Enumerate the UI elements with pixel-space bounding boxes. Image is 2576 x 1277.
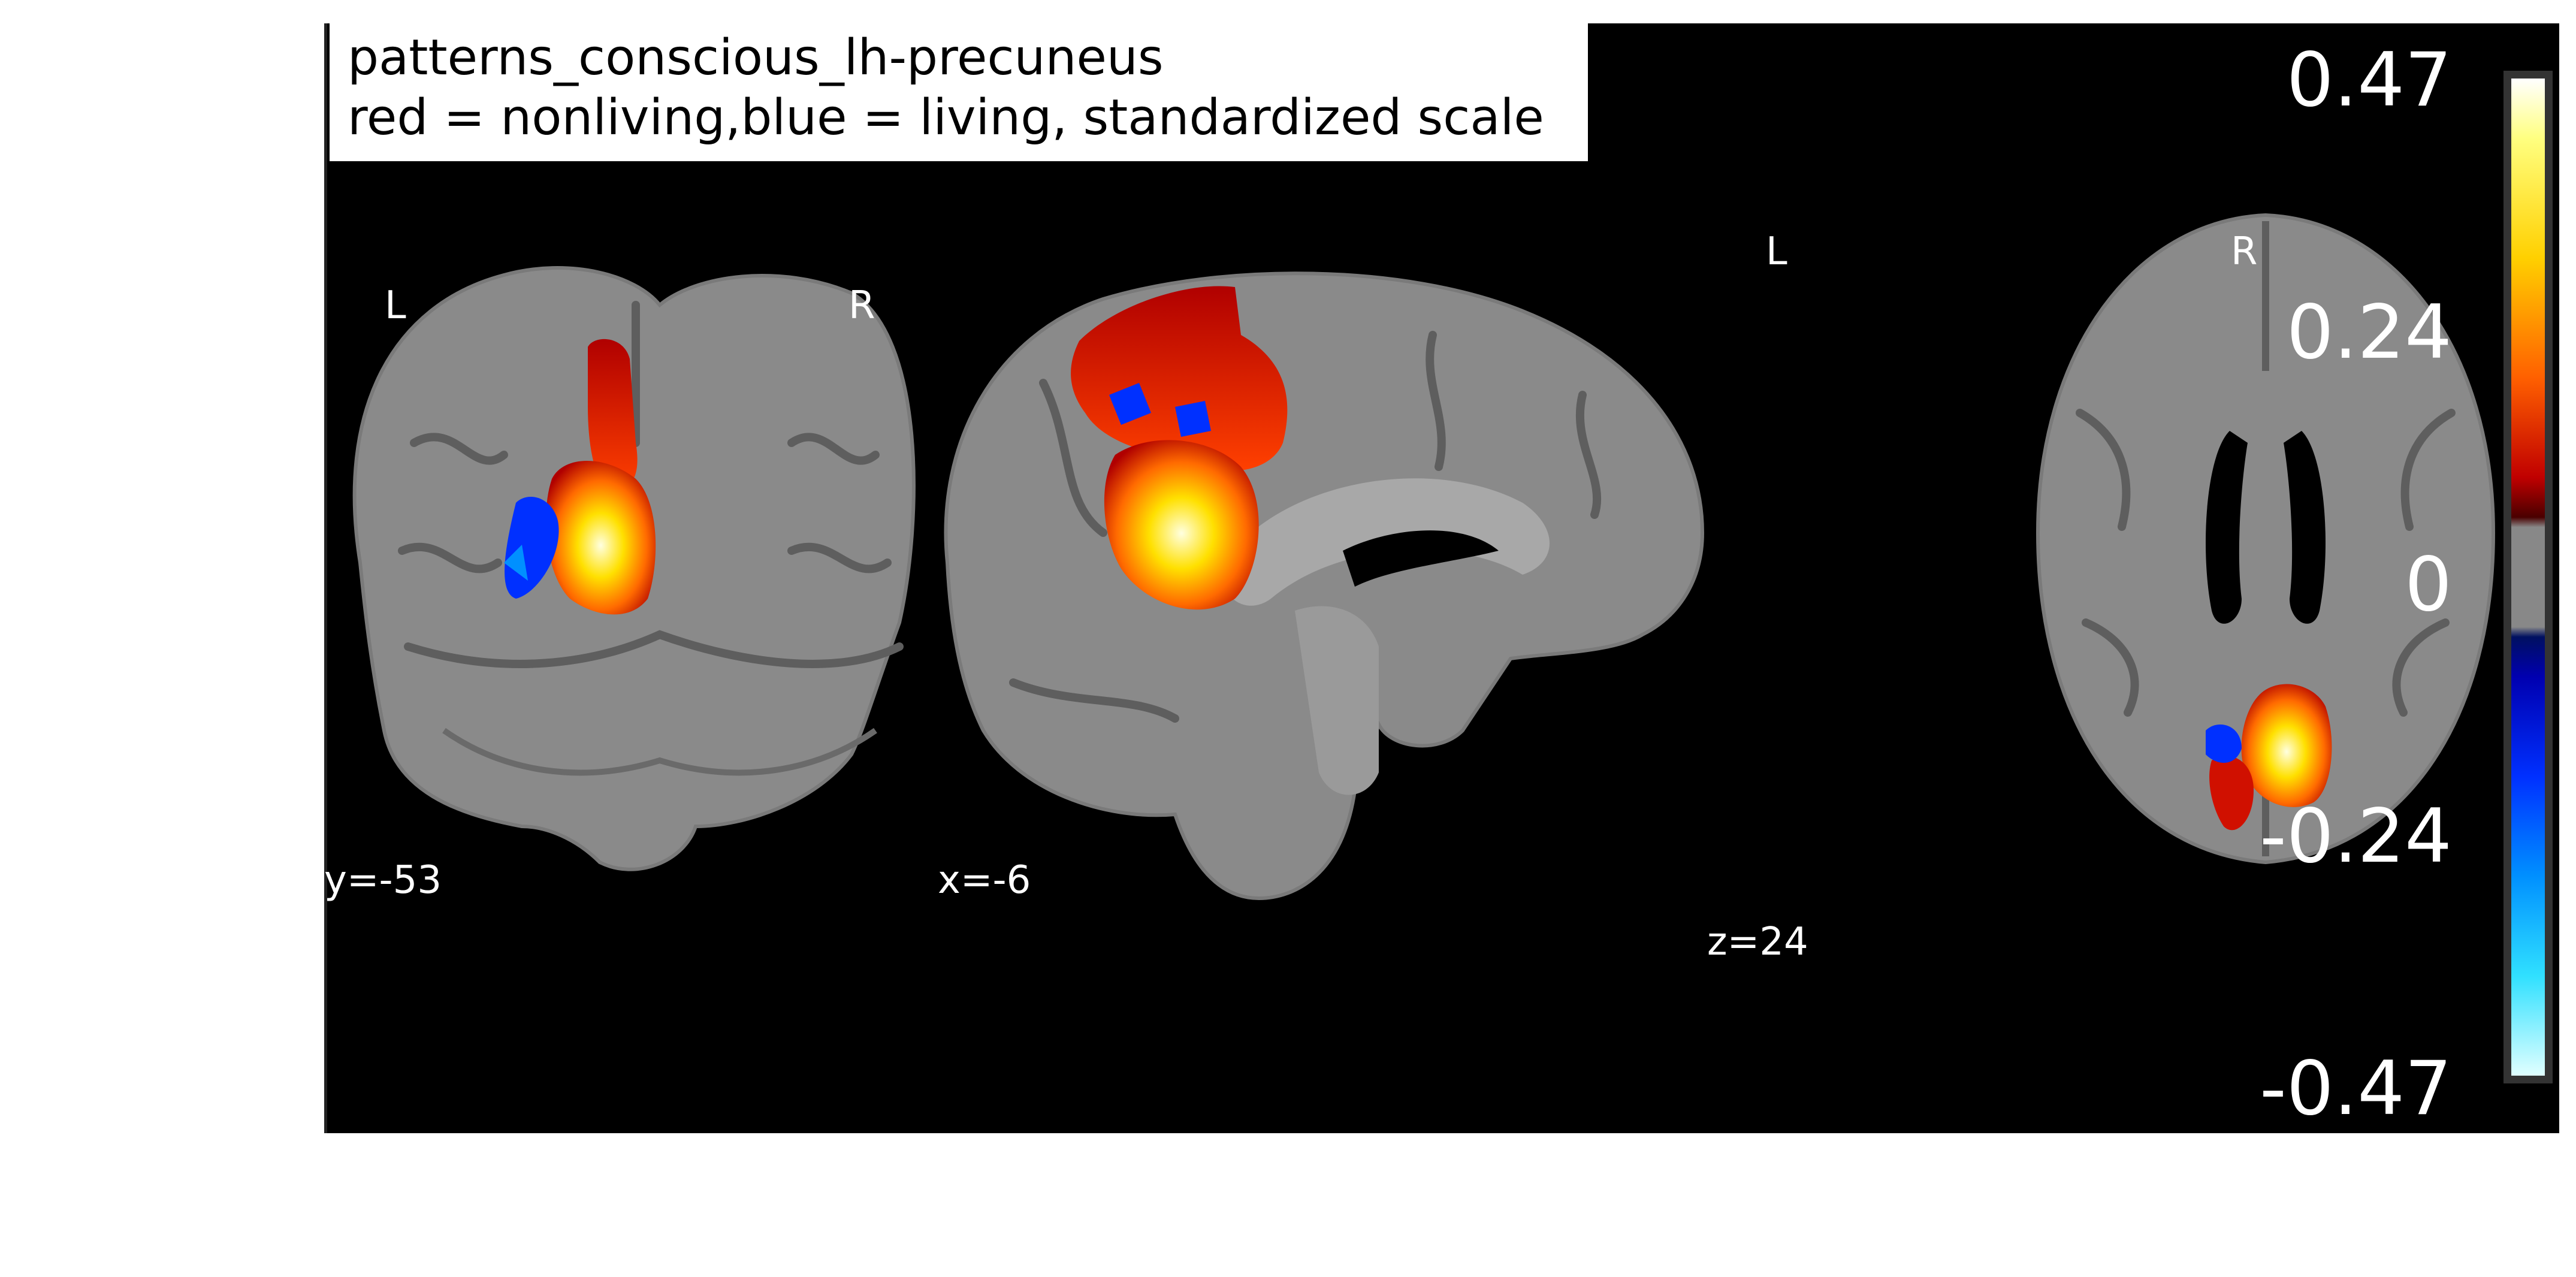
colorbar-gradient	[2511, 79, 2545, 1076]
axial-sulci	[2076, 409, 2456, 717]
colorbar-tick-max: 0.47	[2286, 37, 2452, 123]
sagittal-activation-red	[1071, 286, 1288, 471]
coronal-coord-label: y=-53	[324, 858, 442, 902]
brain-slices	[352, 213, 2496, 901]
axial-ventricle-right	[2284, 431, 2326, 624]
coronal-activation-red	[588, 339, 638, 491]
axial-activation-blue	[2206, 724, 2242, 763]
colorbar-tick-min: -0.47	[2260, 1046, 2452, 1132]
colorbar	[2503, 71, 2553, 1083]
colorbar-tick-zero: 0	[2405, 542, 2452, 628]
sagittal-coord-label: x=-6	[938, 858, 1031, 902]
coronal-activation-hot	[546, 461, 656, 615]
sagittal-sulci	[1009, 331, 1602, 723]
sagittal-ventricle	[1343, 530, 1499, 587]
figure-title-box: patterns_conscious_lh-precuneus red = no…	[330, 23, 1588, 161]
figure-title-line-1: patterns_conscious_lh-precuneus	[348, 29, 1164, 86]
sagittal-brainstem	[1295, 606, 1379, 795]
coronal-left-label: L	[385, 283, 406, 328]
coronal-sulci	[398, 301, 904, 668]
axial-activation-red	[2209, 756, 2254, 831]
axial-left-label: L	[1766, 230, 1787, 274]
sagittal-slice	[944, 271, 1705, 901]
sagittal-activation-blue	[1109, 383, 1211, 437]
sagittal-activation-hot	[1104, 440, 1259, 610]
coronal-right-label: R	[848, 283, 875, 328]
axial-activation-hot	[2241, 684, 2332, 807]
canvas-left-border	[324, 23, 327, 1133]
axial-right-label: R	[2231, 230, 2258, 274]
axial-coord-label: z=24	[1707, 920, 1808, 964]
colorbar-tick-upper: 0.24	[2286, 289, 2452, 376]
axial-ventricle-left	[2206, 431, 2248, 624]
axial-slice	[2036, 213, 2496, 865]
coronal-slice	[352, 266, 916, 871]
sagittal-brain-outline	[944, 271, 1705, 901]
axial-brain-outline	[2036, 213, 2496, 865]
colorbar-tick-lower: -0.24	[2260, 793, 2452, 880]
figure-title-line-2: red = nonliving,blue = living, standardi…	[348, 89, 1544, 146]
coronal-cerebellum	[442, 727, 877, 776]
